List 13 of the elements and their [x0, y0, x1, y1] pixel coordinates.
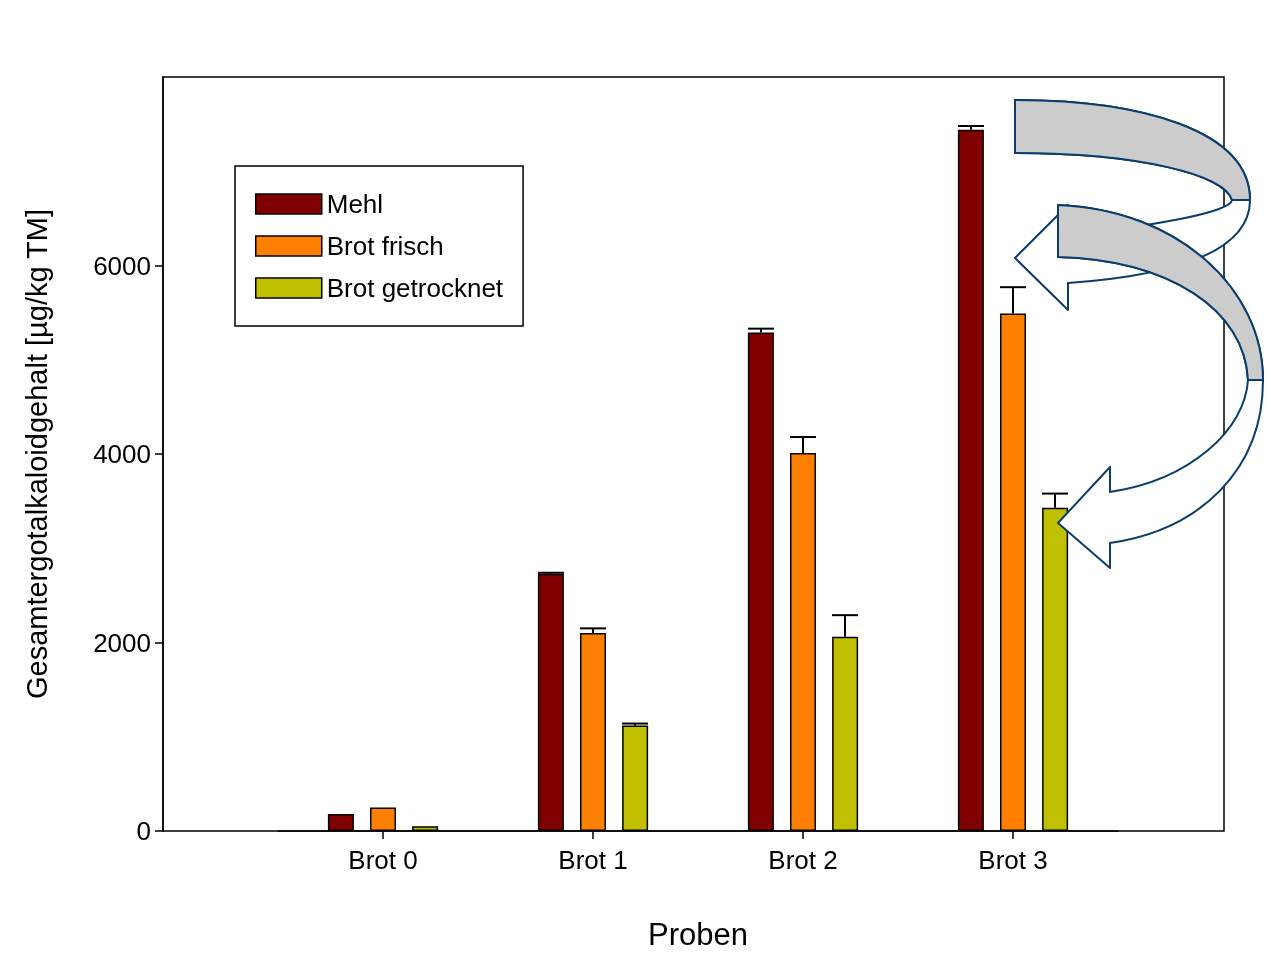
y-axis-title: Gesamtergotalkaloidgehalt [µg/kg TM]	[20, 208, 53, 700]
y-tick-label: 0	[136, 816, 151, 846]
x-tick-label: Brot 1	[558, 845, 628, 875]
legend-label: Brot frisch	[326, 231, 444, 261]
x-tick-label: Brot 3	[978, 845, 1048, 875]
x-tick-label: Brot 0	[348, 845, 418, 875]
x-axis-title: Proben	[648, 917, 748, 952]
legend-label: Brot getrocknet	[326, 273, 504, 303]
legend-label: Mehl	[326, 189, 384, 219]
y-tick-label: 4000	[93, 439, 151, 469]
y-tick-label: 6000	[93, 250, 151, 281]
y-tick-label: 2000	[93, 627, 151, 658]
x-tick-label: Brot 2	[768, 845, 838, 875]
